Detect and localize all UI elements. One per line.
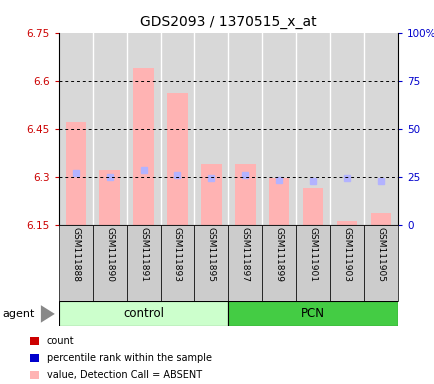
Bar <box>336 222 356 225</box>
Title: GDS2093 / 1370515_x_at: GDS2093 / 1370515_x_at <box>140 15 316 29</box>
Bar <box>92 33 126 225</box>
Text: GSM111891: GSM111891 <box>139 227 148 282</box>
Text: GSM111888: GSM111888 <box>71 227 80 282</box>
Bar <box>160 225 194 301</box>
Bar <box>296 33 329 225</box>
Bar <box>363 225 397 301</box>
Bar <box>296 225 329 301</box>
Bar <box>160 33 194 225</box>
Bar <box>133 68 153 225</box>
Bar <box>30 371 39 379</box>
Bar <box>235 164 255 225</box>
Bar <box>59 33 92 225</box>
Bar <box>126 225 160 301</box>
Bar <box>30 354 39 362</box>
Bar <box>59 225 92 301</box>
Bar <box>228 301 397 326</box>
Bar <box>194 33 228 225</box>
Text: count: count <box>47 336 74 346</box>
Text: GSM111901: GSM111901 <box>308 227 317 282</box>
Bar <box>329 225 363 301</box>
Text: GSM111897: GSM111897 <box>240 227 249 282</box>
Bar <box>262 225 296 301</box>
Bar <box>59 301 228 326</box>
Bar <box>99 170 119 225</box>
Bar <box>228 225 262 301</box>
Bar <box>370 214 390 225</box>
Bar <box>30 337 39 345</box>
Bar <box>228 33 262 225</box>
Bar <box>194 225 228 301</box>
Bar <box>329 33 363 225</box>
Text: GSM111903: GSM111903 <box>342 227 351 282</box>
Bar <box>363 33 397 225</box>
Bar <box>302 188 322 225</box>
Bar <box>269 178 289 225</box>
Text: GSM111899: GSM111899 <box>274 227 283 282</box>
Text: GSM111890: GSM111890 <box>105 227 114 282</box>
Text: GSM111905: GSM111905 <box>376 227 385 282</box>
Text: GSM111893: GSM111893 <box>173 227 181 282</box>
Polygon shape <box>41 305 55 323</box>
Text: percentile rank within the sample: percentile rank within the sample <box>47 353 211 363</box>
Bar <box>201 164 221 225</box>
Text: PCN: PCN <box>300 308 325 320</box>
Bar <box>66 122 85 225</box>
Text: value, Detection Call = ABSENT: value, Detection Call = ABSENT <box>47 370 201 380</box>
Bar <box>262 33 296 225</box>
Bar <box>92 225 126 301</box>
Bar <box>126 33 160 225</box>
Text: GSM111895: GSM111895 <box>207 227 215 282</box>
Bar <box>167 93 187 225</box>
Text: control: control <box>123 308 164 320</box>
Text: agent: agent <box>2 309 34 319</box>
